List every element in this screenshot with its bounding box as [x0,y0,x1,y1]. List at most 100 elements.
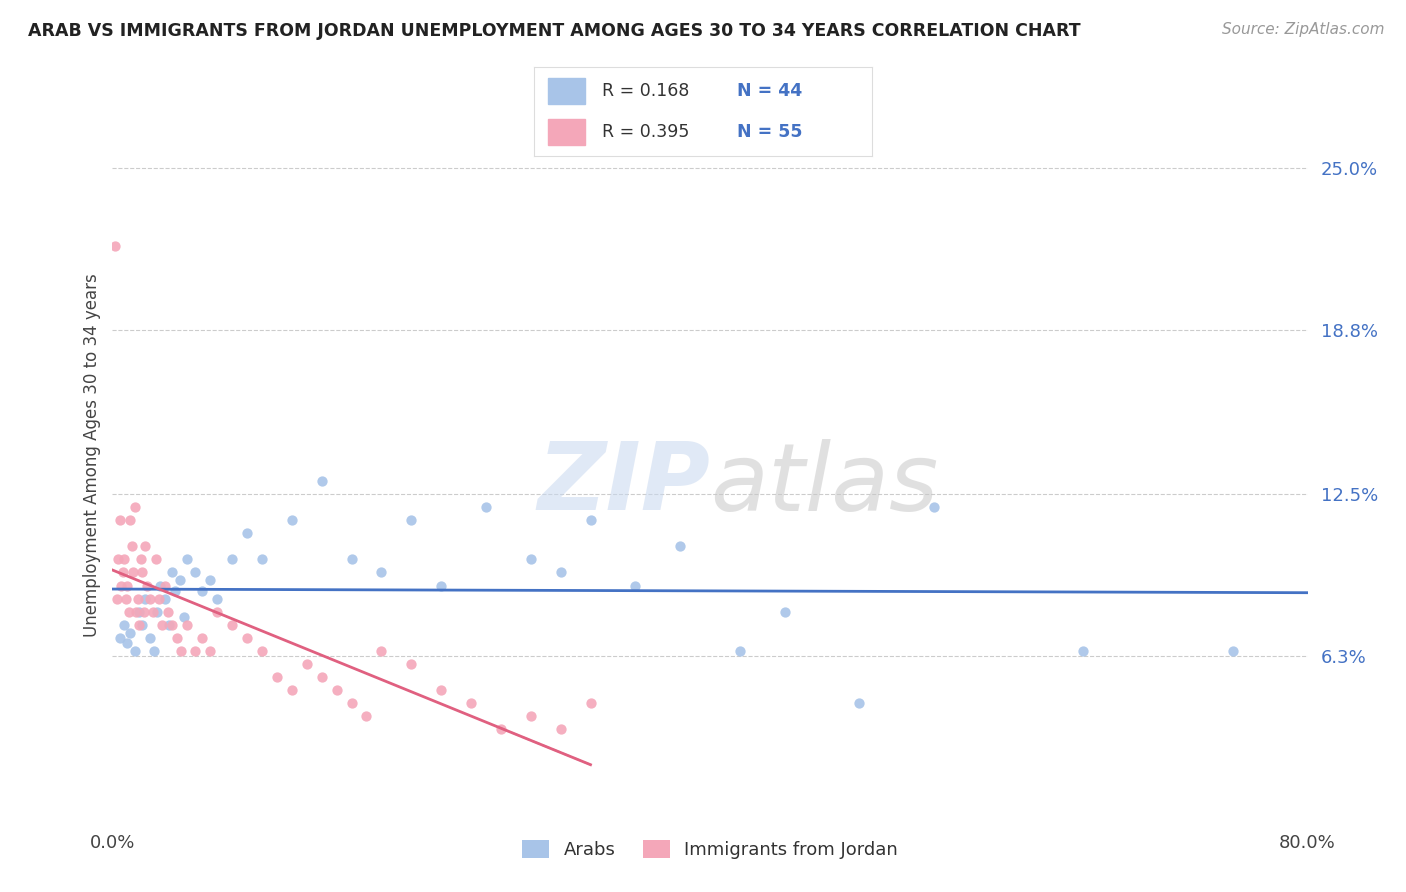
Point [135,578,157,592]
Text: N = 44: N = 44 [737,82,801,100]
Point [127,591,149,606]
Point [117,636,139,650]
Point [221,552,243,566]
Point [153,578,176,592]
Point [162,566,183,580]
Point [250,644,273,658]
Bar [548,78,585,104]
Point [129,552,152,566]
Point [430,683,453,698]
Point [370,566,392,580]
Point [157,617,180,632]
Point [124,500,146,515]
Text: ARAB VS IMMIGRANTS FROM JORDAN UNEMPLOYMENT AMONG AGES 30 TO 34 YEARS CORRELATIO: ARAB VS IMMIGRANTS FROM JORDAN UNEMPLOYM… [28,22,1081,40]
Point [114,552,135,566]
Point [139,591,162,606]
Point [132,605,155,619]
Point [110,578,132,592]
Point [170,644,193,658]
Point [131,566,153,580]
Point [356,709,378,723]
Point [111,566,134,580]
Point [624,578,647,592]
Point [120,513,142,527]
Point [131,617,153,632]
Point [176,617,198,632]
Point [134,539,156,553]
Text: N = 55: N = 55 [737,123,803,141]
Point [125,605,148,619]
Point [142,605,165,619]
Text: Source: ZipAtlas.com: Source: ZipAtlas.com [1222,22,1385,37]
Point [1073,644,1095,658]
Point [108,631,131,645]
Point [146,605,169,619]
Point [148,591,170,606]
Point [370,644,392,658]
Point [162,617,183,632]
Point [198,574,221,588]
Point [430,578,453,592]
Point [340,696,363,710]
Point [489,723,512,737]
Text: ZIP: ZIP [537,438,710,530]
Point [191,631,214,645]
Point [122,566,145,580]
Point [107,552,129,566]
Point [153,591,176,606]
Point [143,644,166,658]
Point [183,566,205,580]
Point [205,591,228,606]
Point [236,526,259,541]
Point [579,696,602,710]
Point [166,631,188,645]
Point [848,696,870,710]
Point [475,500,498,515]
Y-axis label: Unemployment Among Ages 30 to 34 years: Unemployment Among Ages 30 to 34 years [83,273,101,637]
Point [340,552,363,566]
Point [139,631,162,645]
Point [120,625,142,640]
Point [550,723,572,737]
Point [250,552,273,566]
Text: R = 0.168: R = 0.168 [602,82,689,100]
Point [460,696,482,710]
Point [669,539,692,553]
Point [156,605,179,619]
Point [205,605,228,619]
Point [173,610,195,624]
Point [121,539,143,553]
Point [281,513,304,527]
Point [183,644,205,658]
Point [311,474,333,488]
Point [118,605,141,619]
Point [191,583,214,598]
Point [295,657,318,671]
Point [325,683,347,698]
Point [124,644,146,658]
Point [520,552,543,566]
Point [117,578,139,592]
Point [773,605,796,619]
Point [114,617,135,632]
Point [108,513,131,527]
Point [128,605,150,619]
Point [145,552,167,566]
Point [401,513,423,527]
Text: atlas: atlas [710,439,938,530]
Point [134,591,156,606]
Text: R = 0.395: R = 0.395 [602,123,689,141]
Point [1222,644,1244,658]
Point [149,578,172,592]
Point [198,644,221,658]
Point [150,617,173,632]
Point [115,591,138,606]
Point [104,239,127,253]
Bar [548,119,585,145]
Point [550,566,572,580]
Point [401,657,423,671]
Point [311,670,333,684]
Point [922,500,945,515]
Point [281,683,304,698]
Point [221,617,243,632]
